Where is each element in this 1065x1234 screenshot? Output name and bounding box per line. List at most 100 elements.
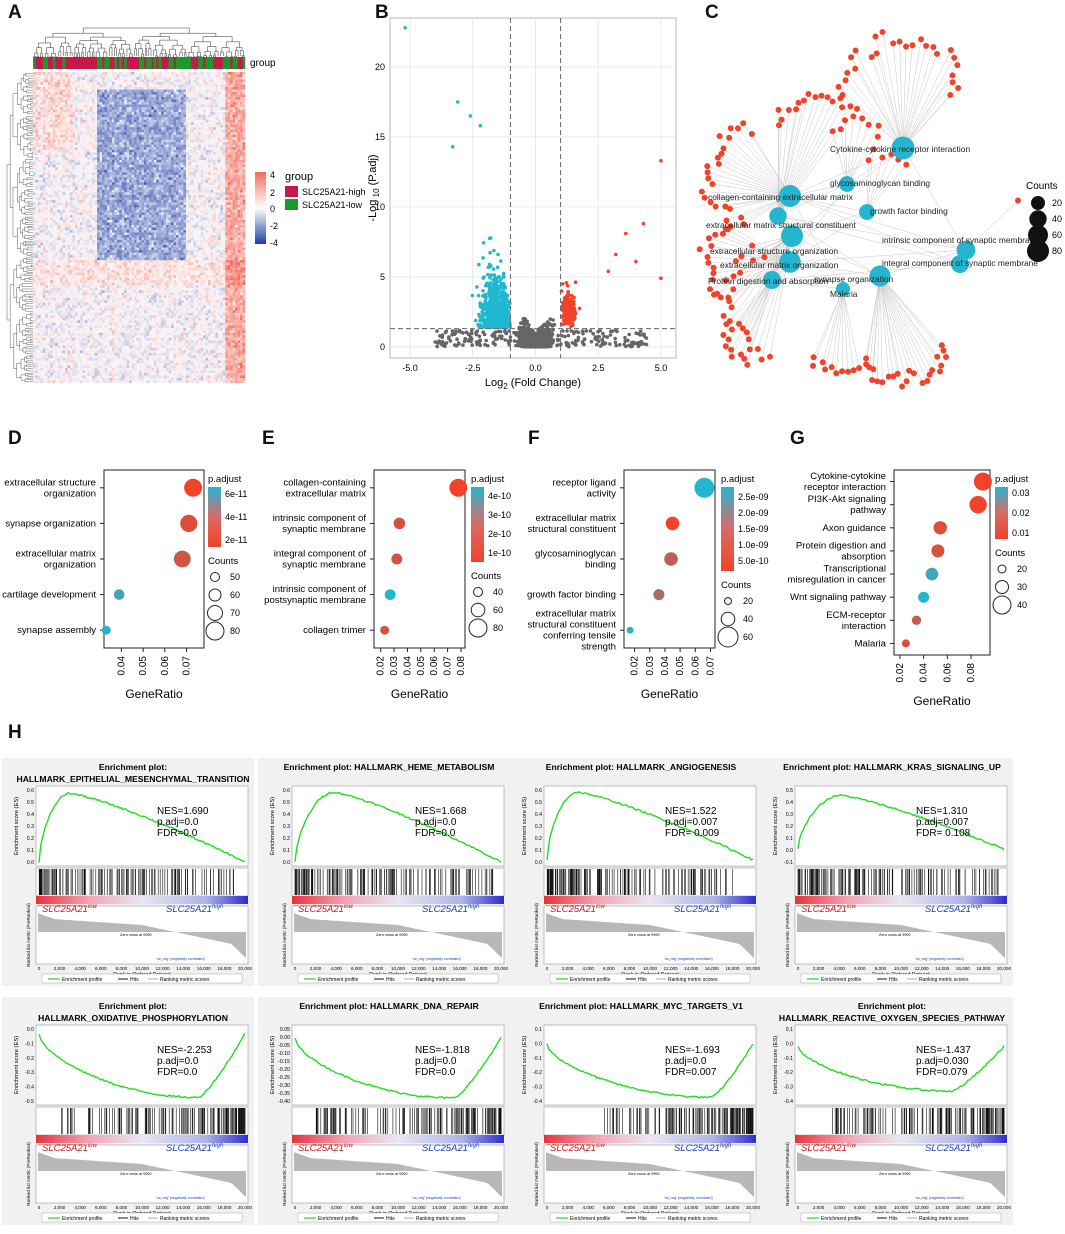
gsea-hits xyxy=(797,869,999,895)
gsea-x-tick: 14,000 xyxy=(684,966,698,971)
dotplot-x-tick: 0.06 xyxy=(690,656,701,676)
gsea-y-tick: 0.5 xyxy=(27,800,34,806)
volcano-y-tick: 20 xyxy=(375,62,385,72)
network-term-label: extracellular matrix organization xyxy=(720,260,839,270)
gsea-x-tick: 10,000 xyxy=(894,1205,908,1210)
gsea-x-tick: 0 xyxy=(38,1205,41,1210)
gsea-y-tick: 0.4 xyxy=(535,812,542,818)
gsea-x-tick: 20,000 xyxy=(494,1205,508,1210)
gsea-y-tick: -0.10 xyxy=(278,1051,290,1057)
gsea-plot: Enrichment plot: HALLMARK_MYC_TARGETS_V1… xyxy=(510,997,762,1225)
gsea-x-tick: 12,000 xyxy=(412,966,426,971)
gsea-x-tick: 6,000 xyxy=(603,966,615,971)
network-legend-label: 20 xyxy=(1052,198,1062,208)
gsea-x-tick: 8,000 xyxy=(624,1205,636,1210)
gsea-y-tick: 0.2 xyxy=(283,836,290,842)
dotplot-category-label: absorption xyxy=(841,551,886,562)
gsea-x-tick: 6,000 xyxy=(854,1205,866,1210)
network-term-nodes xyxy=(763,136,976,296)
gsea-y-tick: -0.4 xyxy=(25,1085,34,1091)
volcano-x-tick: 2.5 xyxy=(592,363,605,373)
dotplot-size-legend-label: 60 xyxy=(230,590,240,600)
gsea-low-label: SLC25A21low xyxy=(298,1143,354,1154)
dotplot-x-tick: 0.02 xyxy=(376,656,387,676)
network-term-label: glycosaminoglycan binding xyxy=(830,178,930,188)
gsea-stat: NES=1.668 xyxy=(415,806,467,817)
dotplot-color-tick: 1e-10 xyxy=(488,548,511,558)
dotplot-size-legend-dot xyxy=(470,602,486,618)
dotplot-size-legend-label: 40 xyxy=(1017,600,1027,610)
gsea-legend-label: Enrichment profile xyxy=(821,1216,862,1222)
dotplot-point xyxy=(653,589,665,601)
gsea-x-tick: 12,000 xyxy=(915,1205,929,1210)
dotplot-x-label: GeneRatio xyxy=(913,694,971,708)
volcano-x-label: Log2 (Fold Change) xyxy=(485,377,581,391)
row-dendrogram xyxy=(6,73,36,382)
gsea-enrichment-curve xyxy=(294,791,502,863)
gsea-enrichment-curve xyxy=(38,1032,246,1099)
dotplot-color-tick: 0.01 xyxy=(1012,528,1030,538)
gsea-y-tick: 0.6 xyxy=(27,788,34,794)
volcano-plot-area xyxy=(389,17,677,359)
gsea-y-tick: -0.1 xyxy=(533,1056,542,1062)
gsea-legend-label: Hits xyxy=(130,1216,139,1222)
gsea-title: HALLMARK_EPITHELIAL_MESENCHYMAL_TRANSITI… xyxy=(17,774,250,784)
gsea-stat: FDR=0.0 xyxy=(415,828,456,839)
dotplot-point xyxy=(101,625,111,635)
dotplot-color-tick: 2e-10 xyxy=(488,529,511,539)
gsea-legend-label: Enrichment profile xyxy=(62,977,103,983)
gsea-stat: FDR=0.0 xyxy=(157,1067,198,1078)
gsea-x-tick: 18,000 xyxy=(217,1205,231,1210)
gsea-x-tick: 0 xyxy=(294,966,297,971)
gsea-y-tick: 0.4 xyxy=(283,812,290,818)
dotplot-point xyxy=(973,472,992,491)
gsea-legend-label: Hits xyxy=(130,977,139,983)
gsea-x-tick: 8,000 xyxy=(116,966,128,971)
dotplot-size-legend-title: Counts xyxy=(471,571,501,582)
gsea-x-tick: 2,000 xyxy=(562,1205,574,1210)
network-term-label: integral component of synaptic membrane xyxy=(882,258,1038,268)
gsea-x-tick: 10,000 xyxy=(391,966,405,971)
group-legend-swatch-high xyxy=(285,186,298,197)
gsea-legend-label: Ranking metric scores xyxy=(416,977,466,983)
network-term-node xyxy=(779,185,801,207)
dotplot-size-legend-dot xyxy=(205,621,225,641)
network-term-label: Protein digestion and absorption xyxy=(708,276,828,286)
gsea-x-tick: 16,000 xyxy=(197,1205,211,1210)
gsea-x-tick: 18,000 xyxy=(725,966,739,971)
volcano-y-tick: 0 xyxy=(380,342,385,352)
dotplot-category-label: Transcriptional xyxy=(823,564,886,575)
scale-tick: 4 xyxy=(270,170,275,180)
network-term-label: collagen-containing extracellular matrix xyxy=(708,192,854,202)
dotplot-category-label: intrinsic component of xyxy=(273,513,367,524)
gsea-neg-label: 'na_neg' (negatively correlated) xyxy=(156,1196,205,1200)
dotplot-category-label: synapse organization xyxy=(5,518,96,529)
gsea-x-tick: 14,000 xyxy=(432,966,446,971)
gsea-metric-label: Ranked list metric (PreRanked) xyxy=(282,903,287,967)
gsea-x-tick: 20,000 xyxy=(997,1205,1011,1210)
gsea-hits xyxy=(546,869,733,895)
gsea-x-tick: 4,000 xyxy=(330,966,342,971)
gsea-legend-label: Ranking metric scores xyxy=(668,1216,718,1222)
group-legend-label-low: SLC25A21-low xyxy=(302,200,363,210)
gsea-high-label: SLC25A21high xyxy=(422,904,480,915)
dotplot-color-tick: 4e-10 xyxy=(488,491,511,501)
gsea-title: Enrichment plot: HALLMARK_DNA_REPAIR xyxy=(299,1001,479,1011)
dotplot-x-tick: 0.06 xyxy=(160,656,171,676)
dotplot-d: extracellular structureorganizationsynap… xyxy=(2,469,247,701)
panel-label-a: A xyxy=(8,2,22,23)
network-legend-dot xyxy=(1031,196,1045,210)
gsea-low-label: SLC25A21low xyxy=(801,1143,857,1154)
gsea-x-tick: 20,000 xyxy=(238,1205,252,1210)
network-term-label: synapse organization xyxy=(814,274,893,284)
gsea-stat: NES=-1.693 xyxy=(665,1045,720,1056)
gsea-x-tick: 12,000 xyxy=(664,1205,678,1210)
network-term-node xyxy=(891,136,915,160)
dotplot-x-tick: 0.05 xyxy=(138,656,149,676)
gsea-stat: p.adj=0.0 xyxy=(415,1056,457,1067)
gsea-title: Enrichment plot: HALLMARK_KRAS_SIGNALING… xyxy=(783,762,1001,772)
dotplot-point xyxy=(173,550,191,568)
